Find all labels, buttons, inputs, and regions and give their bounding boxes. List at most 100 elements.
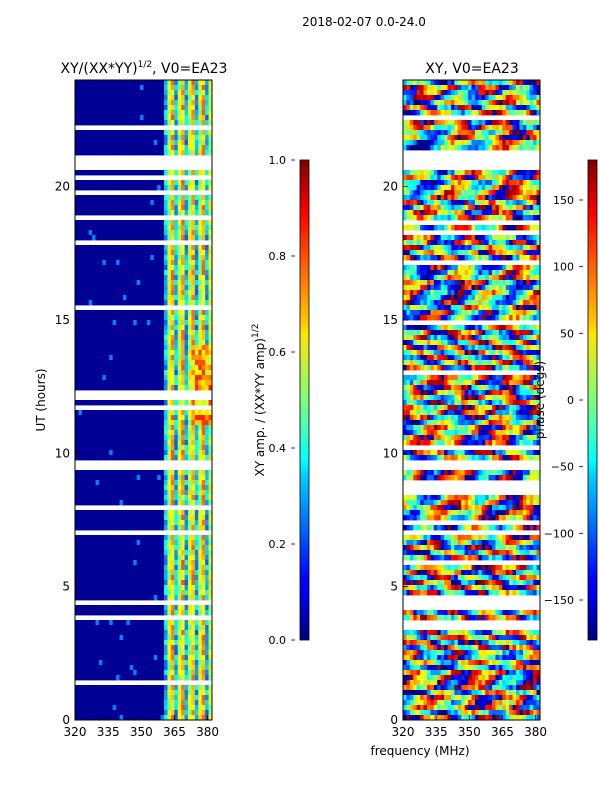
heatmap-cell xyxy=(502,90,507,96)
heatmap-cell xyxy=(133,140,138,146)
heatmap-cell xyxy=(188,450,192,456)
heatmap-cell xyxy=(194,115,199,121)
heatmap-cell xyxy=(126,430,131,436)
heatmap-cell xyxy=(205,660,209,666)
heatmap-cell xyxy=(160,130,165,136)
heatmap-cell xyxy=(143,220,148,226)
heatmap-cell xyxy=(170,560,175,566)
heatmap-cell xyxy=(174,370,179,376)
heatmap-cell xyxy=(481,90,486,96)
heatmap-cell xyxy=(181,580,185,586)
heatmap-cell xyxy=(184,230,189,236)
heatmap-cell xyxy=(167,265,172,271)
heatmap-cell xyxy=(143,85,148,91)
heatmap-cell xyxy=(78,455,83,461)
heatmap-cell xyxy=(122,355,127,361)
heatmap-cell xyxy=(112,425,117,431)
heatmap-cell xyxy=(146,500,151,506)
heatmap-cell xyxy=(116,385,120,391)
heatmap-cell xyxy=(143,685,148,691)
heatmap-cell xyxy=(126,500,131,506)
heatmap-cell xyxy=(184,295,189,301)
heatmap-cell xyxy=(426,100,431,106)
heatmap-cell xyxy=(92,660,96,666)
heatmap-cell xyxy=(157,180,162,186)
heatmap-cell xyxy=(133,180,138,186)
heatmap-cell xyxy=(471,140,476,146)
heatmap-cell xyxy=(78,200,83,206)
heatmap-cell xyxy=(146,645,151,651)
heatmap-cell xyxy=(109,515,114,521)
heatmap-cell xyxy=(92,140,96,146)
heatmap-cell xyxy=(150,635,155,641)
heatmap-cell xyxy=(423,125,428,131)
heatmap-cell xyxy=(160,260,165,266)
heatmap-cell xyxy=(146,120,151,126)
heatmap-cell xyxy=(140,545,144,551)
heatmap-cell xyxy=(75,565,79,571)
heatmap-cell xyxy=(153,290,158,296)
heatmap-cell xyxy=(98,450,103,456)
heatmap-cell xyxy=(146,675,151,681)
heatmap-cell xyxy=(191,300,196,306)
heatmap-cell xyxy=(406,125,411,131)
heatmap-cell xyxy=(150,560,155,566)
heatmap-cell xyxy=(177,140,182,146)
heatmap-cell xyxy=(85,435,90,441)
heatmap-cell xyxy=(116,685,120,691)
heatmap-cell xyxy=(81,325,86,331)
heatmap-cell xyxy=(95,295,100,301)
heatmap-cell xyxy=(184,445,189,451)
heatmap-cell xyxy=(198,300,203,306)
heatmap-cell xyxy=(153,230,158,236)
heatmap-cell xyxy=(167,520,172,526)
heatmap-cell xyxy=(146,525,151,531)
heatmap-cell xyxy=(174,610,179,616)
heatmap-cell xyxy=(150,350,155,356)
heatmap-cell xyxy=(191,645,196,651)
heatmap-cell xyxy=(116,80,120,86)
heatmap-cell xyxy=(98,130,103,136)
heatmap-cell xyxy=(420,80,424,86)
heatmap-cell xyxy=(177,590,182,596)
heatmap-cell xyxy=(153,440,158,446)
heatmap-cell xyxy=(92,145,96,151)
heatmap-cell xyxy=(95,275,100,281)
heatmap-cell xyxy=(119,330,124,336)
heatmap-cell xyxy=(143,375,148,381)
heatmap-cell xyxy=(92,650,96,656)
heatmap-cell xyxy=(150,685,155,691)
heatmap-cell xyxy=(198,145,203,151)
heatmap-cell xyxy=(119,440,124,446)
heatmap-cell xyxy=(112,415,117,421)
heatmap-cell xyxy=(92,645,96,651)
heatmap-cell xyxy=(198,715,203,720)
heatmap-cell xyxy=(167,475,172,481)
heatmap-cell xyxy=(153,700,158,706)
heatmap-cell xyxy=(191,650,196,656)
heatmap-cell xyxy=(464,110,469,116)
heatmap-cell xyxy=(170,375,175,381)
heatmap-cell xyxy=(157,220,162,226)
heatmap-cell xyxy=(133,485,138,491)
heatmap-cell xyxy=(201,320,206,326)
heatmap-cell xyxy=(157,515,162,521)
heatmap-cell xyxy=(174,490,179,496)
heatmap-cell xyxy=(92,350,96,356)
heatmap-cell xyxy=(88,585,93,591)
heatmap-cell xyxy=(201,110,206,116)
heatmap-cell xyxy=(205,515,209,521)
heatmap-cell xyxy=(119,705,124,711)
heatmap-cell xyxy=(188,715,192,720)
heatmap-cell xyxy=(536,95,540,101)
heatmap-cell xyxy=(109,445,114,451)
heatmap-cell xyxy=(109,480,114,486)
heatmap-cell xyxy=(98,255,103,261)
heatmap-cell xyxy=(78,120,83,126)
heatmap-cell xyxy=(160,105,165,111)
heatmap-cell xyxy=(88,685,93,691)
heatmap-cell xyxy=(105,430,110,436)
heatmap-cell xyxy=(143,110,148,116)
heatmap-cell xyxy=(174,645,179,651)
heatmap-cell xyxy=(78,355,83,361)
